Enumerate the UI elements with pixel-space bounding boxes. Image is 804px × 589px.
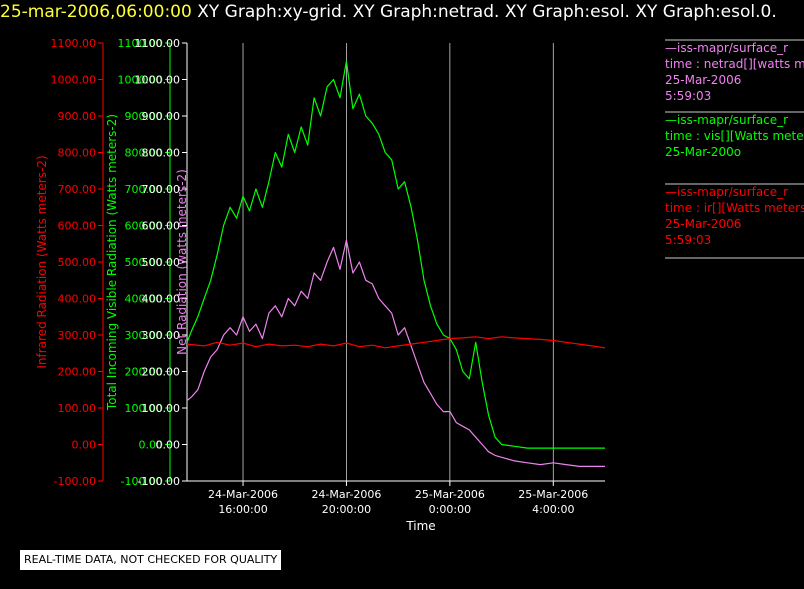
x-tick-label-date-3: 25-Mar-2006 — [518, 488, 588, 501]
y-tick-label-1-12: -100.00 — [121, 475, 163, 488]
header-graph-3: XY Graph:esol. — [504, 2, 630, 22]
y-tick-label-1-9: 200.00 — [125, 366, 164, 379]
y-axes: 1100.00 1000.00 900.00 800.00 700.00 600.00 50… — [35, 37, 189, 488]
y-tick-label-1-10: 100.00 — [125, 402, 164, 415]
x-tick-label-time-1: 20:00:00 — [322, 503, 371, 516]
y-tick-label-0-5: 600.00 — [58, 220, 97, 233]
y-tick-label-1-7: 400.00 — [125, 293, 164, 306]
y-tick-label-2-4: 700.00 — [142, 183, 181, 196]
y-tick-label-2-9: 200.00 — [142, 366, 181, 379]
legend-text-0-1: time : netrad[][watts m — [665, 57, 804, 71]
y-tick-label-0-2: 900.00 — [58, 110, 97, 123]
header-graph-4: XY Graph:esol.0. — [635, 2, 777, 22]
y-tick-label-2-10: 100.00 — [142, 402, 181, 415]
y-tick-label-1-3: 800.00 — [125, 147, 164, 160]
x-tick-label-time-2: 0:00:00 — [429, 503, 471, 516]
y-tick-label-0-3: 800.00 — [58, 147, 97, 160]
y-axis-label-2: Net Radiation (watts meters-2) — [175, 169, 189, 355]
y-tick-label-0-1: 1000.00 — [51, 74, 97, 87]
series-line-vis — [186, 60, 605, 449]
y-tick-label-0-10: 100.00 — [58, 402, 97, 415]
y-tick-label-0-11: 0.00 — [72, 439, 97, 452]
quality-notice: REAL-TIME DATA, NOT CHECKED FOR QUALITY — [20, 550, 282, 570]
legend-text-2-0: —iss-mapr/surface_r — [665, 185, 788, 199]
legend-text-1-1: time : vis[][Watts mete — [665, 129, 804, 143]
legend-text-1-2: 25-Mar-200o — [665, 145, 741, 159]
series-line-netrad — [186, 239, 605, 467]
x-tick-label-date-1: 24-Mar-2006 — [311, 488, 381, 501]
y-tick-label-1-2: 900.00 — [125, 110, 164, 123]
y-axis-label-0: Infrared Radiation (Watts meters-2) — [35, 155, 49, 368]
y-tick-label-0-7: 400.00 — [58, 293, 97, 306]
series-line-ir — [186, 336, 606, 349]
y-tick-label-2-6: 500.00 — [142, 256, 181, 269]
y-tick-label-2-5: 600.00 — [142, 220, 181, 233]
y-tick-label-2-3: 800.00 — [142, 147, 181, 160]
legend-text-1-0: —iss-mapr/surface_r — [665, 113, 788, 127]
y-tick-label-1-6: 500.00 — [125, 256, 164, 269]
y-axis-label-1: Total Incoming Visible Radiation (Watts … — [105, 114, 119, 411]
x-tick-label-time-3: 4:00:00 — [532, 503, 574, 516]
legend-text-2-2: 25-Mar-2006 — [665, 217, 741, 231]
y-tick-label-2-11: 0.00 — [156, 439, 181, 452]
y-tick-label-2-0: 1100.00 — [135, 37, 181, 50]
y-tick-label-2-12: -100.00 — [138, 475, 180, 488]
y-tick-label-0-8: 300.00 — [58, 329, 97, 342]
x-axis-label: Time — [405, 519, 435, 533]
header-timestamp: 25-mar-2006,06:00:00 — [0, 2, 192, 22]
y-tick-label-2-7: 400.00 — [142, 293, 181, 306]
y-tick-label-1-5: 600.00 — [125, 220, 164, 233]
y-tick-label-2-1: 1000.00 — [135, 74, 181, 87]
y-tick-label-1-4: 700.00 — [125, 183, 164, 196]
header-bar: 25-mar-2006,06:00:00 XY Graph:xy-grid. X… — [0, 2, 777, 22]
x-tick-label-date-0: 24-Mar-2006 — [208, 488, 278, 501]
legend-text-0-3: 5:59:03 — [665, 89, 711, 103]
legend-text-2-1: time : ir[][Watts meters — [665, 201, 804, 215]
data-series — [186, 60, 606, 467]
x-tick-label-time-0: 16:00:00 — [218, 503, 267, 516]
y-tick-label-2-8: 300.00 — [142, 329, 181, 342]
legend-text-0-2: 25-Mar-2006 — [665, 73, 741, 87]
legend-text-0-0: —iss-mapr/surface_r — [665, 41, 788, 55]
legend-text-2-3: 5:59:03 — [665, 233, 711, 247]
y-tick-label-1-1: 1000.00 — [118, 74, 164, 87]
y-tick-label-1-0: 1100.00 — [118, 37, 164, 50]
y-tick-label-0-9: 200.00 — [58, 366, 97, 379]
x-tick-label-date-2: 25-Mar-2006 — [415, 488, 485, 501]
header-graph-2: XY Graph:netrad. — [352, 2, 500, 22]
y-tick-label-2-2: 900.00 — [142, 110, 181, 123]
y-tick-label-0-6: 500.00 — [58, 256, 97, 269]
x-axis: 24-Mar-2006 16:00:00 24-Mar-2006 20:00:00 25… — [187, 480, 605, 533]
y-tick-label-0-4: 700.00 — [58, 183, 97, 196]
y-tick-label-1-11: 0.00 — [139, 439, 164, 452]
grid-lines — [242, 43, 554, 481]
header-graph-1: XY Graph:xy-grid. — [197, 2, 348, 22]
y-tick-label-0-0: 1100.00 — [51, 37, 97, 50]
y-tick-label-1-8: 300.00 — [125, 329, 164, 342]
y-tick-label-0-12: -100.00 — [54, 475, 96, 488]
